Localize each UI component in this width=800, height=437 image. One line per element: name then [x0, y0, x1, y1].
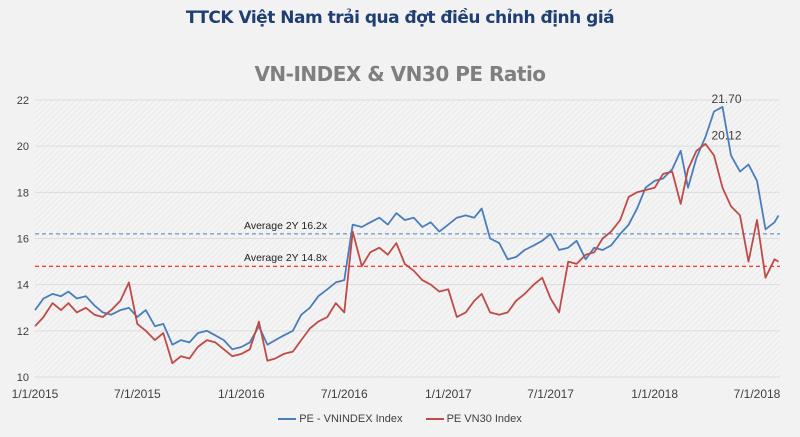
y-tick-label: 18 — [17, 187, 29, 199]
y-tick-label: 20 — [17, 141, 29, 153]
peak-label: 21.70 — [711, 92, 741, 106]
x-tick-label: 7/1/2018 — [734, 387, 781, 401]
x-tick-label: 7/1/2017 — [527, 387, 574, 401]
legend-label: PE VN30 Index — [446, 413, 522, 425]
y-tick-label: 10 — [17, 372, 29, 384]
x-tick-label: 7/1/2016 — [321, 387, 368, 401]
average-label: Average 2Y 14.8x — [244, 252, 328, 264]
legend: PE - VNINDEX Index PE VN30 Index — [0, 411, 800, 425]
x-tick-label: 1/1/2015 — [12, 387, 59, 401]
y-tick-label: 16 — [17, 234, 29, 246]
legend-label: PE - VNINDEX Index — [299, 413, 403, 425]
y-tick-label: 14 — [17, 280, 29, 292]
x-tick-label: 1/1/2018 — [631, 387, 678, 401]
y-tick-label: 22 — [17, 95, 29, 107]
chart-title: VN-INDEX & VN30 PE Ratio — [254, 62, 546, 86]
legend-item-vn30: PE VN30 Index — [425, 413, 522, 425]
x-tick-label: 1/1/2016 — [218, 387, 265, 401]
x-tick-label: 1/1/2017 — [425, 387, 472, 401]
legend-item-vnindex: PE - VNINDEX Index — [278, 413, 403, 425]
y-tick-label: 12 — [17, 326, 29, 338]
peak-label: 20.12 — [711, 128, 741, 142]
average-label: Average 2Y 16.2x — [244, 220, 328, 232]
main-title: TTCK Việt Nam trải qua đợt điều chỉnh đị… — [185, 8, 615, 28]
series-line-vn30 — [34, 142, 779, 365]
x-tick-label: 7/1/2015 — [114, 387, 161, 401]
